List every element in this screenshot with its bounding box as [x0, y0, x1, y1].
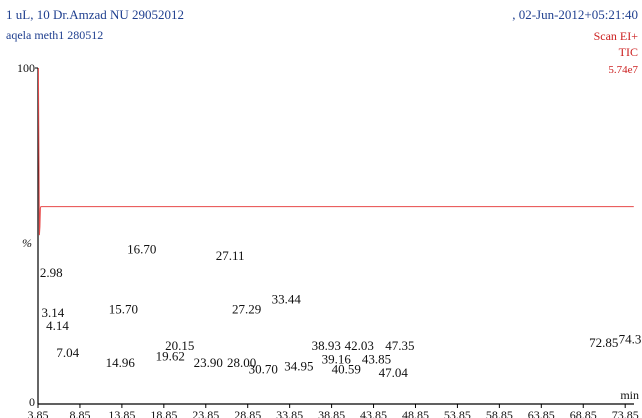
scan-mode: Scan EI+ — [593, 29, 638, 43]
peak-labels: 2.98 3.144.14 7.04 14.96 15.70 16.70 19.6220.1… — [40, 241, 642, 380]
acquisition-date: , 02-Jun-2012+05:21:40 — [512, 7, 638, 22]
peak-label: 14.96 — [106, 355, 136, 370]
y-axis-label: % — [22, 236, 32, 250]
x-tick-label: 33.85 — [276, 408, 303, 418]
sample-name: aqela meth1 280512 — [6, 28, 104, 42]
peak-label: 42.03 — [345, 338, 374, 353]
peak-label: 28.00 — [227, 355, 256, 370]
x-tick-label: 53.85 — [444, 408, 471, 418]
peak-label: 15.70 — [109, 302, 138, 317]
axes — [37, 68, 634, 405]
tic-trace — [37, 68, 634, 236]
x-tick-label: 23.85 — [192, 408, 219, 418]
y-tick-label: 0 — [29, 395, 35, 409]
x-tick-label: 8.85 — [69, 408, 90, 418]
x-tick-label: 63.85 — [528, 408, 555, 418]
peak-label: 20.15 — [165, 338, 194, 353]
max-intensity: 5.74e7 — [608, 64, 638, 76]
peak-label: 33.44 — [272, 291, 302, 306]
peak-label: 4.14 — [46, 318, 69, 333]
x-tick-label: 3.85 — [28, 408, 49, 418]
peak-label: 47.04 — [379, 365, 409, 380]
x-tick-label: 13.85 — [108, 408, 135, 418]
x-tick-label: 28.85 — [234, 408, 261, 418]
peak-label: 3.14 — [42, 305, 65, 320]
peak-label: 27.29 — [232, 302, 261, 317]
peak-label: 72.85 — [589, 335, 618, 350]
peak-label: 38.93 — [312, 338, 341, 353]
peak-label: 47.35 — [385, 338, 414, 353]
x-tick-label: 38.85 — [318, 408, 345, 418]
peak-label: 34.95 — [284, 358, 313, 373]
y-tick-label: 100 — [17, 61, 35, 75]
peak-label: 2.98 — [40, 265, 63, 280]
x-tick-label: 68.85 — [570, 408, 597, 418]
peak-label: 74.33 — [619, 332, 642, 347]
run-info: 1 uL, 10 Dr.Amzad NU 29052012 — [6, 7, 185, 22]
peak-label: 27.11 — [216, 248, 245, 263]
tic-trace-line — [37, 68, 634, 236]
x-tick-label: 43.85 — [360, 408, 387, 418]
peak-label: 7.04 — [56, 345, 79, 360]
trace-type: TIC — [618, 45, 638, 59]
peak-label: 43.85 — [362, 352, 391, 367]
axis-ticks: 0 100% 3.85 8.85 13.85 18.85 23.85 28.85 33.85 38… — [17, 61, 639, 418]
peak-label: 39.16 — [322, 352, 352, 367]
x-tick-label: 58.85 — [486, 408, 513, 418]
x-tick-label: 18.85 — [150, 408, 177, 418]
peak-label: 19.62 — [156, 348, 185, 363]
peak-label: 30.70 — [249, 362, 278, 377]
x-axis-label: min — [620, 388, 639, 402]
peak-label: 40.59 — [332, 362, 361, 377]
x-tick-label: 48.85 — [402, 408, 429, 418]
peak-label: 23.90 — [194, 355, 223, 370]
x-tick-label: 73.85 — [612, 408, 639, 418]
peak-label: 16.70 — [127, 241, 156, 256]
